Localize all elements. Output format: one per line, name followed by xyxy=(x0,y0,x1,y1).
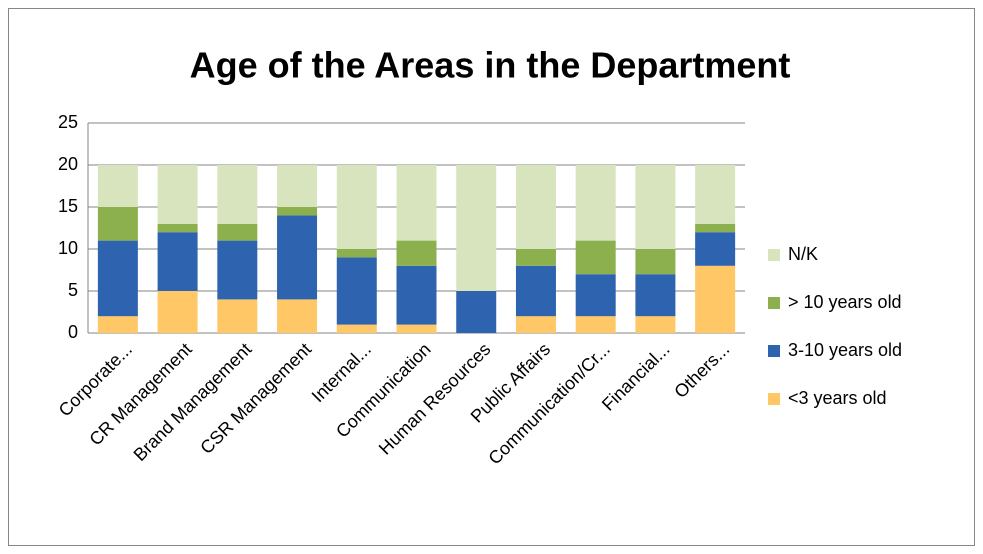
bar-segment xyxy=(217,299,258,333)
legend-label: > 10 years old xyxy=(788,292,902,312)
bar-segment xyxy=(695,265,736,333)
legend-swatch xyxy=(768,393,780,405)
bar-segment xyxy=(515,265,556,317)
bar-segment xyxy=(575,240,616,275)
bar-segment xyxy=(277,207,318,216)
y-tick-label: 15 xyxy=(58,196,78,216)
legend-label: 3-10 years old xyxy=(788,340,902,360)
bar-segment xyxy=(515,165,556,249)
bar-segment xyxy=(217,223,258,241)
bar-segment xyxy=(336,324,377,333)
y-tick-label: 20 xyxy=(58,154,78,174)
bar-segment xyxy=(97,316,138,333)
bar-segment xyxy=(157,232,198,291)
y-tick-label: 10 xyxy=(58,238,78,258)
bar-segment xyxy=(336,249,377,258)
bar-segment xyxy=(575,165,616,241)
y-tick-label: 25 xyxy=(58,112,78,132)
bar-segment xyxy=(635,274,676,317)
bar-segment xyxy=(97,240,138,317)
bar-segment xyxy=(217,240,258,300)
legend-swatch xyxy=(768,345,780,357)
bar-segment xyxy=(635,165,676,249)
bar-segment xyxy=(695,165,736,224)
bar-segment xyxy=(396,324,437,333)
bar-segment xyxy=(635,316,676,333)
chart-title: Age of the Areas in the Department xyxy=(190,45,791,86)
bar-segment xyxy=(515,316,556,333)
bar-segment xyxy=(575,316,616,333)
y-tick-label: 5 xyxy=(68,280,78,300)
bar-segment xyxy=(97,165,138,207)
legend-swatch xyxy=(768,297,780,309)
bar-segment xyxy=(695,232,736,266)
bar-segment xyxy=(336,257,377,325)
legend-label: N/K xyxy=(788,244,818,264)
bar-segment xyxy=(97,207,138,241)
y-tick-label: 0 xyxy=(68,322,78,342)
bar-segment xyxy=(157,291,198,333)
bar-segment xyxy=(456,291,497,333)
bar-segment xyxy=(396,240,437,266)
bar-segment xyxy=(157,165,198,224)
bar-segment xyxy=(336,165,377,249)
bar-segment xyxy=(396,165,437,241)
bar-segment xyxy=(396,265,437,325)
bar-segment xyxy=(277,299,318,333)
legend-swatch xyxy=(768,249,780,261)
bar-segment xyxy=(157,223,198,233)
bar-segment xyxy=(277,165,318,207)
bar-segment xyxy=(515,249,556,266)
bar-segment xyxy=(217,165,258,224)
bar-segment xyxy=(635,249,676,275)
bar-segment xyxy=(575,274,616,317)
legend-label: <3 years old xyxy=(788,388,887,408)
bar-segment xyxy=(277,215,318,300)
bar-segment xyxy=(695,223,736,233)
bar-segment xyxy=(456,165,497,291)
